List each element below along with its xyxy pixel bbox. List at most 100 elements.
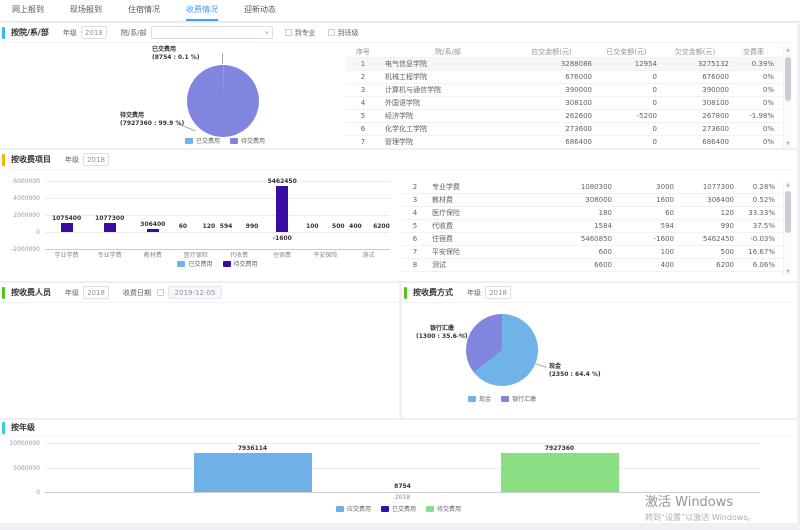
bar-应交费用 xyxy=(193,453,312,492)
legend-item[interactable]: 应交费用 xyxy=(335,504,371,513)
legend-item[interactable]: 现金 xyxy=(467,394,491,403)
cell: 8 xyxy=(412,261,418,269)
cell: 16.67% xyxy=(748,248,775,256)
cell: 33.33% xyxy=(748,209,775,217)
cell: 308100 xyxy=(702,99,729,107)
legend-swatch xyxy=(184,137,193,144)
cell: 37.5% xyxy=(752,222,775,230)
cell: 0% xyxy=(762,125,774,133)
cell: 12954 xyxy=(634,60,657,68)
to-major-label: 到专业 xyxy=(294,28,316,37)
table-row: 8 测试 6600 400 6200 6.06% xyxy=(402,259,783,272)
table-scrollbar[interactable]: ▲ ▼ xyxy=(783,46,792,148)
cell: 400 xyxy=(660,261,674,269)
section-by-fee-item: 按收费项目 年级 2018 6000000 4000000 2000000 0 -200… xyxy=(0,150,797,281)
gridline xyxy=(45,443,760,444)
cell: 1080300 xyxy=(580,183,612,191)
scrollbar-thumb[interactable] xyxy=(785,191,791,233)
bar-value-label: 1077300 xyxy=(95,214,125,222)
cell: 308100 xyxy=(565,99,592,107)
cell: 500 xyxy=(720,248,734,256)
section-accent xyxy=(404,286,407,299)
tab-news[interactable]: 迎新动态 xyxy=(244,5,276,14)
cell: 0.52% xyxy=(752,196,775,204)
cell: -1.98% xyxy=(749,112,774,120)
cell: 308000 xyxy=(585,196,612,204)
scroll-down-icon[interactable]: ▼ xyxy=(786,141,790,147)
table-header-row: 序号 院/系/部 应交金额(元) 已交金额(元) 欠交金额(元) 交费率 xyxy=(345,46,782,58)
legend-label: 已交费用 xyxy=(391,506,416,513)
cell: 7 xyxy=(360,138,366,146)
legend-label: 应交费用 xyxy=(346,506,371,513)
bar-value-label: 120 xyxy=(202,223,216,230)
scroll-down-icon[interactable]: ▼ xyxy=(786,269,790,275)
y-axis-tick: 4000000 xyxy=(13,195,40,202)
chevron-down-icon: ▾ xyxy=(265,29,269,37)
cell: 686400 xyxy=(565,138,592,146)
cell: 600 xyxy=(598,248,612,256)
cell: 1600 xyxy=(656,196,674,204)
legend-item[interactable]: 已交费用 xyxy=(184,136,220,145)
legend-label: 银行汇缴 xyxy=(512,396,537,403)
cell: 0% xyxy=(762,73,774,81)
legend-item[interactable]: 待交费用 xyxy=(222,259,258,268)
tab-onsite-checkin[interactable]: 现场报到 xyxy=(70,5,102,14)
dept-select[interactable]: ▾ xyxy=(150,26,273,39)
tab-fee-status[interactable]: 收费情况 xyxy=(186,0,218,21)
cell: 外国语学院 xyxy=(385,99,420,107)
legend-item[interactable]: 已交费用 xyxy=(177,259,213,268)
year-input[interactable]: 2018 xyxy=(485,286,511,299)
legend-item[interactable]: 待交费用 xyxy=(230,136,265,145)
column-header: 欠交金额(元) xyxy=(674,48,716,56)
bar-value-label: 1075400 xyxy=(51,214,82,222)
cell: 7 xyxy=(412,248,418,256)
legend-swatch xyxy=(222,260,231,267)
date-checkbox[interactable] xyxy=(157,289,164,296)
cell: 676000 xyxy=(565,73,592,81)
cell: 6 xyxy=(360,125,366,133)
table-row: 2 机械工程学院 676000 0 676000 0% xyxy=(345,71,782,84)
gridline xyxy=(45,232,390,233)
cell: 273600 xyxy=(702,125,729,133)
y-axis-tick: -2000000 xyxy=(11,246,40,253)
cell: 390000 xyxy=(702,86,729,94)
pay-method-legend: 现金 银行汇缴 xyxy=(427,394,577,403)
column-header: 序号 xyxy=(356,48,370,56)
year-input[interactable]: 2018 xyxy=(83,153,109,166)
bar-待交费用 xyxy=(146,229,159,232)
cell: 0 xyxy=(652,99,657,107)
pay-method-pie-chart: 银行汇缴 (1300 : 35.6 %) 现金 (2350 : 64.4 %) … xyxy=(402,283,797,418)
pie-label-cash: 现金 (2350 : 64.4 %) xyxy=(549,363,601,378)
cell: 6 xyxy=(412,235,418,243)
tab-housing[interactable]: 住宿情况 xyxy=(128,5,160,14)
bar-value-label: -1600 xyxy=(272,235,292,242)
table-row: 2 专业学费 1080300 3000 1077300 0.28% xyxy=(402,181,783,194)
pie-label-unpaid: 待交费用 (7927360 : 99.9 %) xyxy=(120,112,185,127)
year-input[interactable]: 2018 xyxy=(80,26,107,39)
legend-item[interactable]: 待交费用 xyxy=(426,504,461,513)
cell: 267800 xyxy=(702,112,729,120)
to-major-checkbox[interactable]: 到专业 xyxy=(284,28,316,38)
year-input[interactable]: 2018 xyxy=(83,286,109,299)
fee-item-legend: 已交费用 待交费用 xyxy=(45,259,390,268)
to-class-checkbox[interactable]: 到班级 xyxy=(327,28,359,38)
date-input[interactable]: 2019-12-05 xyxy=(168,286,222,299)
cell: 273600 xyxy=(565,125,592,133)
tab-online-checkin[interactable]: 网上报到 xyxy=(12,5,44,14)
bar-value-label: 500 xyxy=(332,223,345,230)
bar-待交费用 xyxy=(500,453,619,492)
bar-value-label: 990 xyxy=(245,223,259,230)
bar-value-label: 594 xyxy=(219,223,233,230)
table-row: 4 医疗保险 180 60 120 33.33% xyxy=(402,207,783,220)
scrollbar-thumb[interactable] xyxy=(785,57,791,101)
table-scrollbar[interactable]: ▲ ▼ xyxy=(783,181,792,276)
scroll-up-icon[interactable]: ▲ xyxy=(786,182,790,188)
section-title: 按年级 xyxy=(11,423,35,432)
cell: 机械工程学院 xyxy=(385,73,427,81)
table-row: 7 平安保险 600 100 500 16.67% xyxy=(402,246,783,259)
scroll-up-icon[interactable]: ▲ xyxy=(786,47,790,53)
y-axis-tick: 0 xyxy=(36,489,40,496)
legend-item[interactable]: 银行汇缴 xyxy=(501,394,536,403)
legend-item[interactable]: 已交费用 xyxy=(380,504,416,513)
